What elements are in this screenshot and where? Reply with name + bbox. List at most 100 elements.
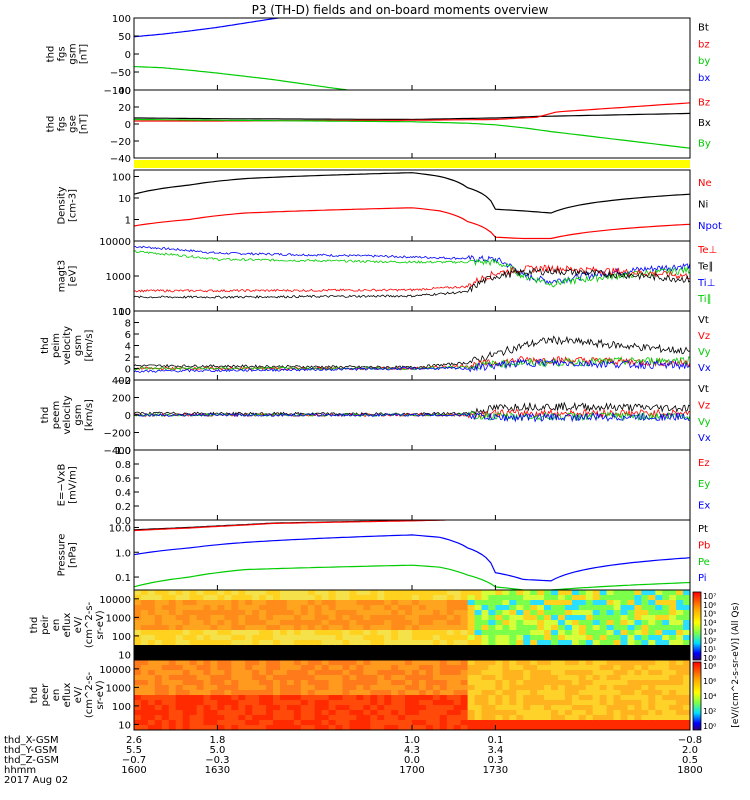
spectrogram-cell <box>147 595 156 601</box>
spectrogram-cell <box>273 650 281 656</box>
spectrogram-cell <box>578 620 587 626</box>
spectrogram-cell <box>530 620 538 626</box>
spectrogram-cell <box>606 645 615 651</box>
spectrogram-cell <box>467 725 476 730</box>
spectrogram-cell <box>648 700 656 706</box>
y-tick-label: −2 <box>116 376 131 387</box>
spectrogram-cell <box>523 620 531 626</box>
legend-label: Ti⊥ <box>697 278 715 289</box>
spectrogram-cell <box>613 640 621 646</box>
spectrogram-cell <box>196 590 205 596</box>
spectrogram-cell <box>495 695 503 701</box>
spectrogram-cell <box>245 715 253 721</box>
spectrogram-cell <box>683 615 690 621</box>
spectrogram-cell <box>551 710 559 716</box>
spectrogram-cell <box>384 590 392 596</box>
spectrogram-cell <box>641 655 649 660</box>
spectrogram-cell <box>439 725 448 730</box>
spectrogram-cell <box>384 710 392 716</box>
spectrogram-cell <box>523 725 531 730</box>
spectrogram-cell <box>231 725 239 730</box>
spectrogram-cell <box>509 665 517 671</box>
spectrogram-cell <box>134 705 142 711</box>
spectrogram-cell <box>634 695 642 701</box>
spectrogram-cell <box>418 595 427 601</box>
y-axis-label: magt3[eV] <box>57 260 79 293</box>
spectrogram-cell <box>564 625 573 631</box>
spectrogram-cell <box>676 655 684 660</box>
spectrogram-cell <box>405 660 413 666</box>
spectrogram-cell <box>564 695 573 701</box>
spectrogram-cell <box>432 630 441 636</box>
spectrogram-cell <box>481 605 489 611</box>
spectrogram-cell <box>412 725 420 730</box>
spectrogram-cell <box>384 620 392 626</box>
spectrogram-cell <box>446 620 455 626</box>
spectrogram-cell <box>558 675 566 681</box>
spectrogram-cell <box>405 710 413 716</box>
spectrogram-cell <box>252 660 260 666</box>
spectrogram-cell <box>627 620 635 626</box>
y-tick-label: 10 <box>118 194 131 205</box>
spectrogram-cell <box>558 595 566 601</box>
spectrogram-cell <box>273 610 281 616</box>
spectrogram-cell <box>655 665 663 671</box>
spectrogram-cell <box>648 640 656 646</box>
spectrogram-cell <box>564 640 573 646</box>
spectrogram-cell <box>398 695 406 701</box>
spectrogram-cell <box>523 640 531 646</box>
spectrogram-cell <box>384 675 392 681</box>
spectrogram-cell <box>432 595 441 601</box>
spectrogram-cell <box>286 625 295 631</box>
spectrogram-cell <box>168 715 177 721</box>
spectrogram-cell <box>537 695 545 701</box>
spectrogram-cell <box>405 600 413 606</box>
spectrogram-cell <box>571 685 580 691</box>
spectrogram-cell <box>551 615 559 621</box>
spectrogram-cell <box>683 715 690 721</box>
spectrogram-cell <box>189 645 198 651</box>
spectrogram-cell <box>182 725 191 730</box>
spectrogram-cell <box>238 665 246 671</box>
spectrogram-cell <box>648 705 656 711</box>
spectrogram-cell <box>224 650 232 656</box>
spectrogram-cell <box>154 690 163 696</box>
spectrogram-cell <box>203 715 211 721</box>
spectrogram-cell <box>446 635 455 641</box>
spectrogram-cell <box>683 595 690 601</box>
spectrogram-cell <box>509 705 517 711</box>
spectrogram-cell <box>460 625 469 631</box>
spectrogram-cell <box>578 695 587 701</box>
spectrogram-cell <box>641 630 649 636</box>
spectrogram-cell <box>509 635 517 641</box>
spectrogram-cell <box>627 600 635 606</box>
spectrogram-cell <box>523 625 531 631</box>
spectrogram-cell <box>140 715 149 721</box>
spectrogram-cell <box>224 685 232 691</box>
spectrogram-cell <box>231 655 239 660</box>
spectrogram-cell <box>217 710 225 716</box>
spectrogram-cell <box>592 710 601 716</box>
spectrogram-cell <box>627 680 635 686</box>
spectrogram-cell <box>453 600 462 606</box>
spectrogram-cell <box>259 590 267 596</box>
spectrogram-cell <box>398 630 406 636</box>
spectrogram-cell <box>147 635 156 641</box>
spectrogram-cell <box>252 690 260 696</box>
spectrogram-cell <box>655 670 663 676</box>
legend-label: Ex <box>698 500 710 511</box>
spectrogram-cell <box>328 665 337 671</box>
spectrogram-cell <box>620 670 628 676</box>
spectrogram-cell <box>446 630 455 636</box>
spectrogram-cell <box>418 625 427 631</box>
spectrogram-cell <box>398 620 406 626</box>
spectrogram-cell <box>363 625 371 631</box>
spectrogram-cell <box>516 615 524 621</box>
spectrogram-cell <box>300 655 309 660</box>
spectrogram-cell <box>377 665 385 671</box>
spectrogram-cell <box>307 700 316 706</box>
spectrogram-cell <box>231 670 239 676</box>
spectrogram-cell <box>147 655 156 660</box>
spectrogram-cell <box>328 720 337 726</box>
spectrogram-cell <box>460 720 469 726</box>
